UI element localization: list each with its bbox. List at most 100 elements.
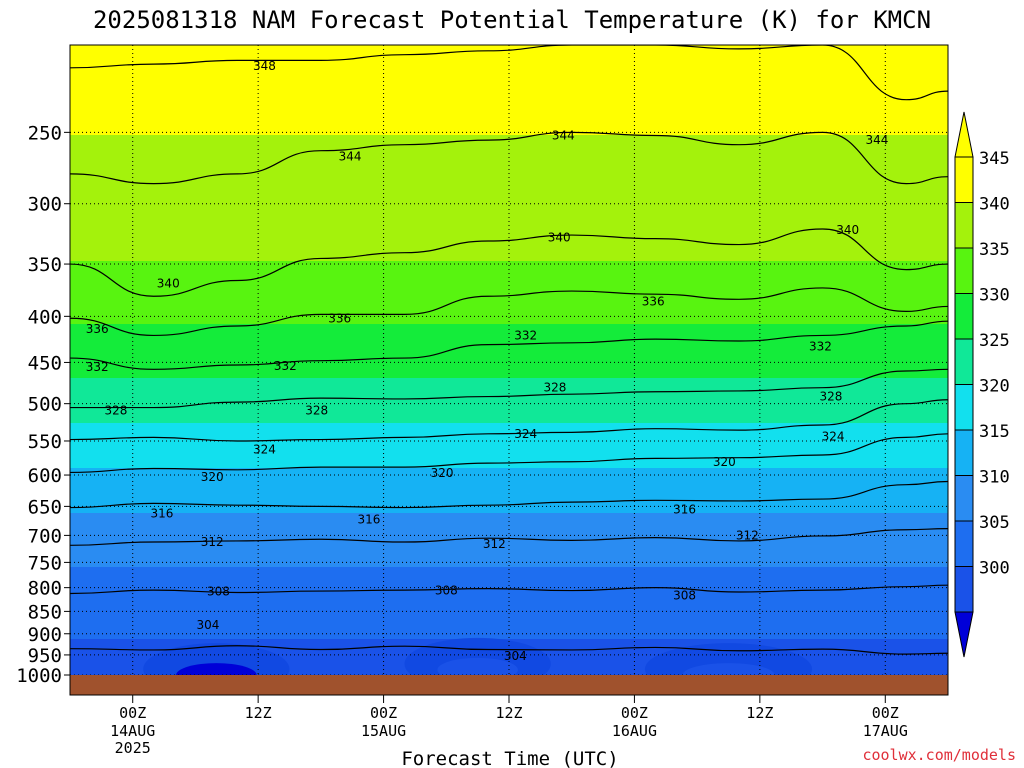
cold-core-inner [176, 663, 257, 675]
y-tick-label: 350 [28, 254, 62, 276]
x-tick-label: 12Z [746, 704, 773, 722]
y-tick-label: 550 [28, 431, 62, 453]
contour-label: 332 [86, 360, 109, 374]
y-tick-label: 650 [28, 496, 62, 518]
colorbar-label: 345 [979, 149, 1010, 169]
y-tick-label: 750 [28, 552, 62, 574]
x-tick-sublabel: 2025 [115, 739, 151, 757]
colorbar-swatch [954, 384, 974, 431]
x-tick-label: 12Z [245, 704, 272, 722]
contour-label: 332 [809, 339, 832, 353]
contour-label: 316 [673, 502, 696, 516]
colorbar-swatch [954, 202, 974, 249]
colorbar-label: 335 [979, 240, 1010, 260]
contour-label: 344 [552, 128, 575, 142]
gridlines [70, 45, 948, 675]
contour-label: 328 [819, 390, 842, 404]
contour-label: 328 [544, 381, 567, 395]
contour-line [70, 528, 948, 546]
colorbar-label: 315 [979, 422, 1010, 442]
contour-label: 340 [157, 277, 180, 291]
contour-line [70, 368, 948, 409]
contour-line [70, 320, 948, 370]
chart-title: 2025081318 NAM Forecast Potential Temper… [93, 6, 931, 34]
colorbar-swatch [954, 475, 974, 522]
contour-label: 344 [865, 133, 888, 147]
cold-core-inner [437, 657, 518, 675]
y-tick-label: 600 [28, 465, 62, 487]
x-tick-label: 00Z [119, 704, 146, 722]
x-tick-label: 00Z [872, 704, 899, 722]
contour-label: 320 [713, 455, 736, 469]
x-tick-label: 00Z [370, 704, 397, 722]
y-tick-label: 900 [28, 624, 62, 646]
contour-line [70, 480, 948, 509]
colorbar-label: 310 [979, 468, 1010, 488]
y-tick-label: 300 [28, 194, 62, 216]
colorbar-swatch [954, 247, 974, 294]
colorbar-swatch [954, 156, 974, 203]
x-axis-label: Forecast Time (UTC) [401, 748, 618, 768]
x-tick-sublabel: 15AUG [361, 722, 406, 740]
colorbar-label: 300 [979, 559, 1010, 579]
colorbar-label: 330 [979, 286, 1010, 306]
contour-label: 308 [435, 584, 458, 598]
ground-strip [70, 675, 948, 695]
contour-label: 328 [305, 404, 328, 418]
credit-text: coolwx.com/models [862, 746, 1016, 764]
contour-label: 324 [822, 430, 845, 444]
plot-area: 348 344 344 344 340 340 340 336 336 336 332 332 332 3… [70, 45, 948, 675]
cold-core-outer [644, 643, 813, 675]
x-tick-label: 00Z [621, 704, 648, 722]
y-tick-label: 500 [28, 394, 62, 416]
contour-label: 332 [274, 359, 297, 373]
colorbar-over-arrow [954, 111, 974, 158]
contour-line [70, 228, 948, 297]
colorbar-label: 305 [979, 513, 1010, 533]
colorbar-swatch [954, 429, 974, 476]
cold-cores [143, 637, 813, 675]
colorbar-swatch [954, 293, 974, 340]
colorbar-label: 325 [979, 331, 1010, 351]
colorbar: 345 340 335 330 325 320 315 310 305 300 [954, 111, 1010, 658]
contour-line [70, 645, 948, 655]
contour-label: 320 [431, 466, 454, 480]
contour-line [70, 584, 948, 595]
contour-labels: 348 344 344 344 340 340 340 336 336 336 332 332 332 3… [86, 59, 889, 663]
y-tick-label: 450 [28, 352, 62, 374]
y-tick-label: 700 [28, 525, 62, 547]
x-tick-sublabel: 14AUG [110, 722, 155, 740]
colorbar-swatch [954, 338, 974, 385]
contour-label: 312 [736, 528, 759, 542]
contour-label: 324 [253, 442, 276, 456]
cold-core-inner [682, 663, 775, 675]
contour-label: 308 [207, 585, 230, 599]
x-tick-sublabel: 17AUG [863, 722, 908, 740]
contour-label: 332 [514, 328, 537, 342]
colorbar-label: 340 [979, 195, 1010, 215]
y-tick-label: 850 [28, 601, 62, 623]
cold-core-outer [143, 643, 290, 675]
contour-label: 348 [253, 59, 276, 73]
contour-label: 316 [357, 512, 380, 526]
x-tick-label: 12Z [495, 704, 522, 722]
contour-label: 316 [151, 507, 174, 521]
contour-label: 312 [483, 537, 506, 551]
contour-line [70, 399, 948, 442]
colorbar-swatch [954, 566, 974, 613]
contour-label: 336 [642, 294, 665, 308]
contour-label: 304 [197, 618, 220, 632]
contour-label: 324 [514, 427, 537, 441]
y-tick-label: 400 [28, 306, 62, 328]
contour-label: 312 [201, 535, 224, 549]
y-tick-label: 800 [28, 578, 62, 600]
contour-line [70, 433, 948, 474]
colorbar-swatch [954, 520, 974, 567]
y-axis: 2503003504004505005506006507007508008509… [16, 122, 70, 687]
contour-label: 340 [836, 223, 859, 237]
contour-label: 340 [548, 230, 571, 244]
y-tick-label: 950 [28, 645, 62, 667]
x-tick-sublabel: 16AUG [612, 722, 657, 740]
